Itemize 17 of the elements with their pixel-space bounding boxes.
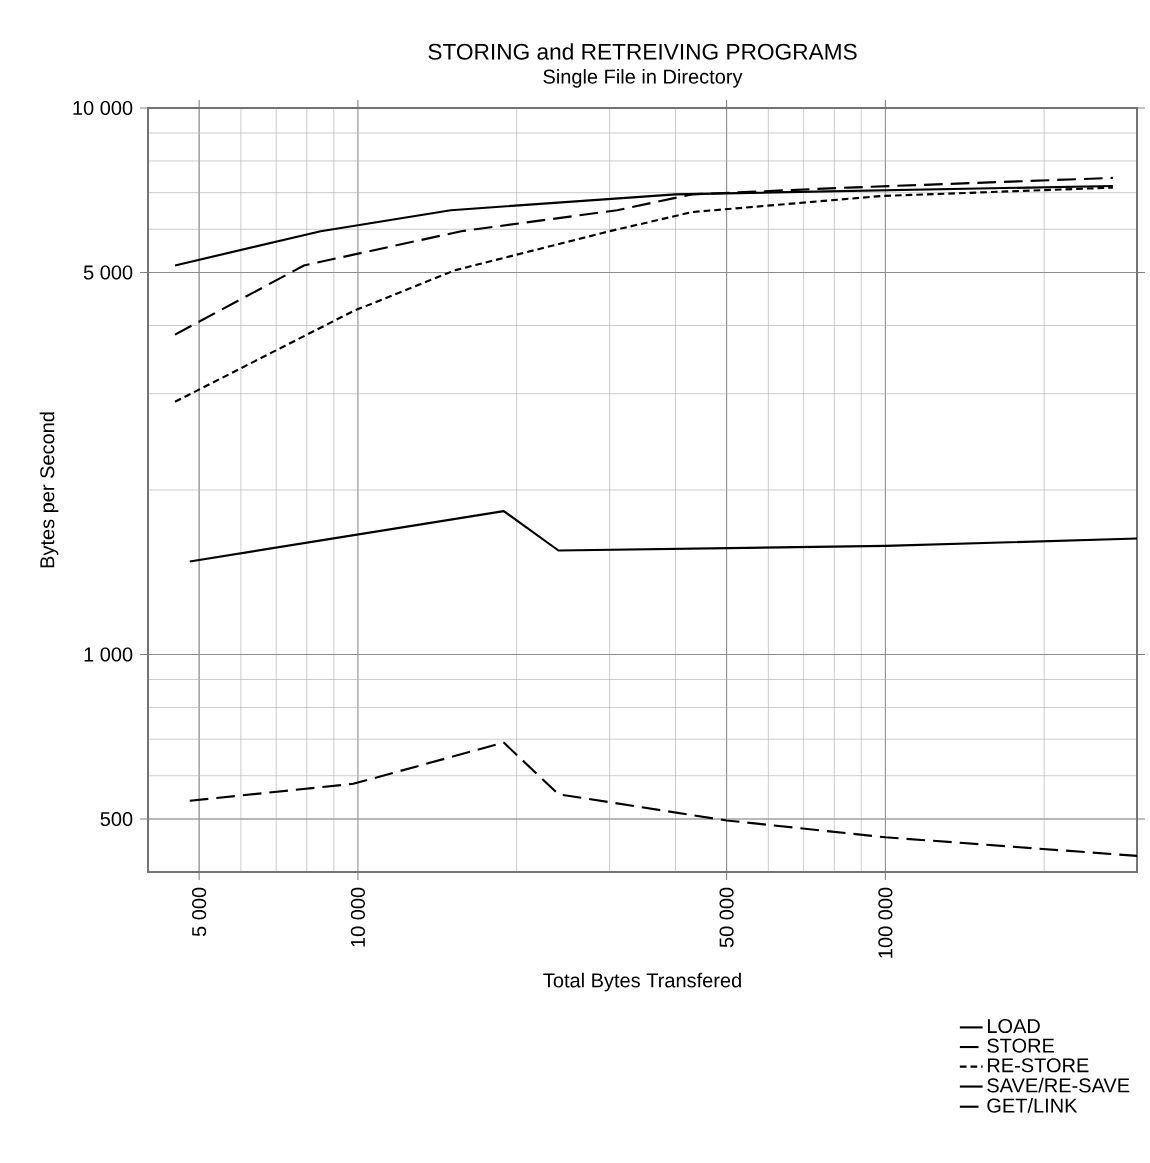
y-tick-label: 500	[100, 811, 133, 827]
y-tick-label: 5 000	[83, 265, 133, 280]
y-tick-label: 1 000	[84, 647, 133, 662]
chart-subtitle: Single File in Directory	[543, 69, 743, 88]
legend-label: SAVE/RE-SAVE	[987, 1077, 1130, 1093]
chart-title: STORING and RETREIVING PROGRAMS	[428, 43, 857, 60]
y-axis-title: Bytes per Second	[39, 412, 59, 568]
x-tick-label: 10 000	[350, 887, 365, 947]
x-axis-title: Total Bytes Transfered	[543, 972, 741, 992]
x-tick-label: 100 000	[878, 887, 893, 958]
y-tick-label: 10 000	[73, 100, 133, 116]
legend-label: RE-STORE	[987, 1058, 1089, 1073]
x-tick-label: 5 000	[192, 887, 207, 937]
legend-label: STORE	[987, 1038, 1055, 1053]
legend-label: GET/LINK	[987, 1097, 1078, 1113]
x-tick-label: 50 000	[719, 887, 734, 948]
legend-label: LOAD	[987, 1018, 1040, 1034]
